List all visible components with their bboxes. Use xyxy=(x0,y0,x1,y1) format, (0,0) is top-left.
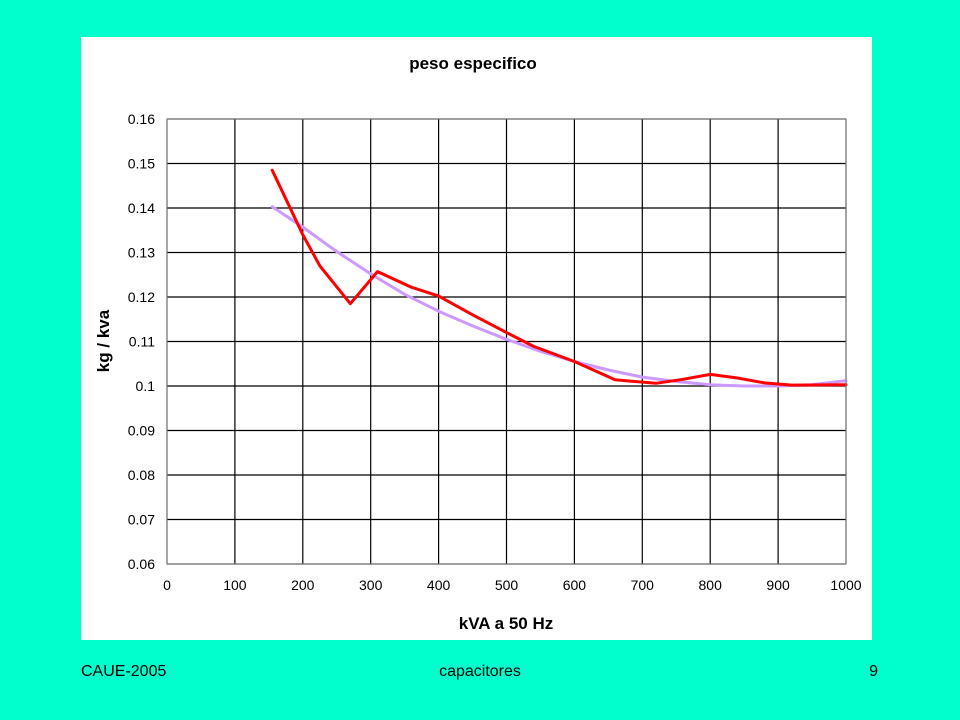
x-tick-label: 900 xyxy=(766,577,790,593)
y-tick-label: 0.06 xyxy=(128,556,155,572)
x-tick-label: 600 xyxy=(563,577,587,593)
y-tick-label: 0.11 xyxy=(129,334,155,350)
x-tick-label: 400 xyxy=(427,577,451,593)
y-tick-label: 0.09 xyxy=(128,423,155,439)
x-axis-label: kVA a 50 Hz xyxy=(459,614,554,633)
series-lines xyxy=(270,168,848,388)
x-tick-label: 500 xyxy=(495,577,519,593)
x-tick-label: 300 xyxy=(359,577,383,593)
y-tick-label: 0.1 xyxy=(136,378,156,394)
footer-center-text: capacitores xyxy=(439,663,521,680)
y-tick-label: 0.13 xyxy=(128,245,155,261)
x-tick-label: 0 xyxy=(163,577,171,593)
y-tick-label: 0.16 xyxy=(128,111,155,127)
y-tick-label: 0.08 xyxy=(128,467,155,483)
plot-frame xyxy=(166,118,847,565)
y-tick-label: 0.12 xyxy=(128,289,155,305)
y-tick-label: 0.14 xyxy=(128,200,155,216)
x-tick-label: 100 xyxy=(223,577,247,593)
y-tick-label: 0.07 xyxy=(128,512,155,528)
chart-panel: peso especifico 0 100 200 300 400 500 600 700 80… xyxy=(81,37,872,640)
y-axis-label: kg / kva xyxy=(94,309,113,372)
tick-labels: 0 100 200 300 400 500 600 700 800 900 1000 0.06 0.07… xyxy=(128,111,862,593)
chart-title: peso especifico xyxy=(409,54,537,73)
x-tick-label: 1000 xyxy=(830,577,861,593)
x-tick-label: 800 xyxy=(699,577,723,593)
footer-left-text: CAUE-2005 xyxy=(81,663,167,680)
grid xyxy=(166,118,847,565)
line-chart: peso especifico 0 100 200 300 400 500 600 700 80… xyxy=(94,54,862,633)
footer-page-number: 9 xyxy=(869,663,878,680)
x-tick-label: 200 xyxy=(291,577,315,593)
y-tick-label: 0.15 xyxy=(128,156,155,172)
series-line-red xyxy=(270,168,848,387)
x-tick-label: 700 xyxy=(631,577,655,593)
